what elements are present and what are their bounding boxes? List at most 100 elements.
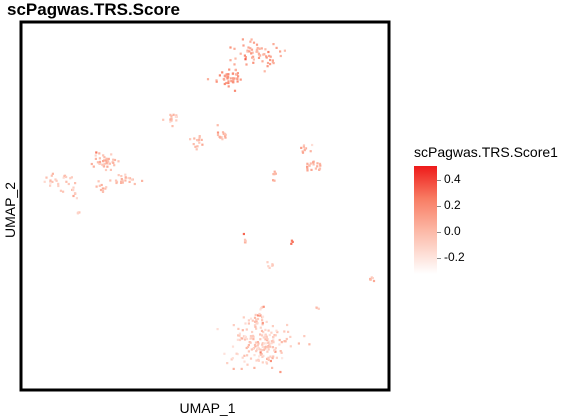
scatter-point xyxy=(262,336,265,339)
scatter-point xyxy=(247,344,250,347)
legend-tick-mark xyxy=(437,232,441,233)
scatter-point xyxy=(51,180,54,183)
scatter-point xyxy=(306,169,309,172)
scatter-point xyxy=(315,306,318,309)
scatter-point xyxy=(227,80,230,83)
scatter-point xyxy=(267,265,270,268)
plot-frame xyxy=(19,20,391,392)
scatter-point xyxy=(254,341,258,344)
scatter-point xyxy=(104,168,108,172)
scatter-point xyxy=(226,77,229,80)
scatter-point xyxy=(250,38,253,41)
scatter-point xyxy=(194,145,197,148)
scatter-point xyxy=(301,150,304,153)
scatter-point xyxy=(302,145,305,148)
scatter-point xyxy=(244,56,247,59)
scatter-point xyxy=(270,340,273,343)
scatter-point xyxy=(57,182,60,185)
scatter-point xyxy=(238,332,241,335)
scatter-point xyxy=(218,135,221,138)
scatter-point xyxy=(258,53,261,57)
scatter-point xyxy=(72,189,75,192)
scatter-point xyxy=(243,238,247,241)
scatter-point xyxy=(261,361,264,364)
scatter-point xyxy=(272,62,275,65)
scatter-point xyxy=(63,174,67,177)
scatter-point xyxy=(104,159,107,162)
scatter-point xyxy=(170,115,173,118)
points-layer xyxy=(43,38,376,374)
scatter-point xyxy=(253,354,256,357)
scatter-point xyxy=(245,346,248,350)
scatter-point xyxy=(172,113,175,116)
scatter-point xyxy=(101,163,104,166)
scatter-point xyxy=(252,347,255,350)
scatter-point xyxy=(120,178,123,181)
scatter-point xyxy=(216,133,220,137)
scatter-point xyxy=(171,125,174,128)
scatter-point xyxy=(253,366,256,369)
scatter-point xyxy=(267,346,270,349)
scatter-point xyxy=(107,160,110,163)
scatter-point xyxy=(260,329,264,332)
scatter-point xyxy=(242,44,245,47)
scatter-point xyxy=(216,131,220,134)
scatter-point xyxy=(301,151,305,154)
scatter-point xyxy=(226,362,229,365)
scatter-point xyxy=(261,60,264,63)
scatter-point xyxy=(243,241,247,244)
scatter-point xyxy=(280,341,283,344)
scatter-point xyxy=(215,80,218,83)
scatter-point xyxy=(197,139,200,142)
scatter-point xyxy=(245,63,248,66)
scatter-point xyxy=(254,345,257,348)
scatter-point xyxy=(247,322,250,325)
scatter-point xyxy=(43,180,46,183)
scatter-point xyxy=(196,145,199,148)
scatter-point xyxy=(273,348,276,352)
scatter-point xyxy=(265,56,268,59)
scatter-point xyxy=(49,179,52,182)
scatter-point xyxy=(318,168,321,171)
scatter-point xyxy=(265,362,269,365)
scatter-point xyxy=(195,148,198,151)
scatter-point xyxy=(259,353,262,356)
scatter-point xyxy=(100,183,103,187)
scatter-point xyxy=(272,355,275,358)
scatter-point xyxy=(229,77,232,80)
scatter-point xyxy=(94,157,97,160)
scatter-point xyxy=(265,335,268,338)
scatter-point xyxy=(141,179,144,182)
scatter-point xyxy=(220,136,223,139)
scatter-point xyxy=(272,341,275,344)
legend-tick-mark xyxy=(437,206,441,207)
scatter-point xyxy=(223,132,226,136)
scatter-point xyxy=(49,182,52,185)
scatter-point xyxy=(372,279,376,283)
scatter-point xyxy=(318,167,322,170)
scatter-point xyxy=(216,124,219,127)
scatter-point xyxy=(233,77,236,80)
scatter-point xyxy=(115,180,119,183)
scatter-point xyxy=(230,358,233,361)
scatter-point xyxy=(261,342,264,345)
scatter-point xyxy=(113,158,117,162)
scatter-point xyxy=(274,347,277,350)
scatter-point xyxy=(162,118,165,121)
legend-tick-label: -0.2 xyxy=(444,250,465,264)
scatter-point xyxy=(253,343,257,347)
scatter-point xyxy=(249,335,252,338)
scatter-point xyxy=(266,65,269,68)
scatter-point xyxy=(169,120,172,123)
scatter-point xyxy=(267,341,270,344)
scatter-point xyxy=(231,357,234,360)
scatter-point xyxy=(252,41,256,44)
scatter-point xyxy=(256,347,260,350)
scatter-point xyxy=(130,178,133,181)
scatter-point xyxy=(120,180,123,183)
scatter-point xyxy=(306,165,309,168)
scatter-point xyxy=(267,50,270,54)
scatter-point xyxy=(225,73,228,76)
scatter-point xyxy=(275,46,278,49)
scatter-point xyxy=(246,345,250,348)
